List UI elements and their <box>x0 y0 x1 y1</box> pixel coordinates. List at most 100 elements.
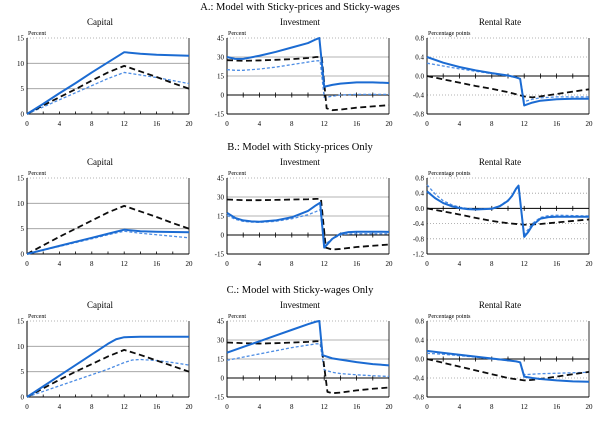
x-tick-label: 12 <box>521 403 529 411</box>
y-tick-label: 0.4 <box>415 190 424 198</box>
y-tick-label: 0.8 <box>415 175 424 183</box>
y-tick-label: 15 <box>17 35 25 43</box>
x-tick-label: 12 <box>521 120 529 128</box>
chart-a-capital: 0 5 10 15 0 4 8 12 16 20 Percent <box>17 31 194 128</box>
y-tick-label: 0.4 <box>415 54 424 62</box>
x-tick-label: 4 <box>258 260 262 268</box>
series-dashed-black <box>226 197 390 251</box>
y-tick-label: -0.4 <box>413 220 425 228</box>
panel-title: Rental Rate <box>478 157 522 167</box>
chart-b-rental-rate: -1.2 -0.8 -0.4 0.0 0.4 0.8 0 4 8 12 16 20 Percentage… <box>413 171 594 268</box>
series-dashed-black <box>26 204 190 255</box>
x-tick-label: 12 <box>121 120 129 128</box>
section-c: C.: Model with Sticky-wages Only Capital… <box>0 283 600 421</box>
x-tick-label: 20 <box>386 403 394 411</box>
y-tick-label: 30 <box>217 337 225 345</box>
y-tick-label: 0 <box>21 111 25 119</box>
series-solid-blue <box>226 320 390 367</box>
x-tick-label: 4 <box>58 260 62 268</box>
x-tick-label: 12 <box>121 403 129 411</box>
panel-title: Capital <box>87 17 113 27</box>
chart-cell: Investment -15 0 15 30 45 0 4 8 12 16 20 Percent <box>200 16 400 138</box>
y-tick-label: 0 <box>21 394 25 402</box>
x-tick-label: 16 <box>153 120 161 128</box>
y-tick-label: 15 <box>217 356 225 364</box>
x-tick-label: 0 <box>425 403 429 411</box>
chart-cell: Rental Rate -0.8 -0.4 0.0 0.4 0.8 0 4 8 12 16 20 Pe… <box>400 16 600 138</box>
x-tick-label: 12 <box>321 403 329 411</box>
y-tick-label: -15 <box>215 111 225 119</box>
x-tick-label: 0 <box>225 403 229 411</box>
y-tick-label: 15 <box>17 318 25 326</box>
panel-title: Rental Rate <box>478 300 522 310</box>
x-tick-label: 20 <box>586 260 594 268</box>
x-tick-label: 20 <box>186 120 194 128</box>
chart-c-rental-rate: -0.8 -0.4 0.0 0.4 0.8 0 4 8 12 16 20 Percentage poi… <box>413 314 594 411</box>
series-solid-blue <box>426 349 590 383</box>
y-tick-label: 0 <box>221 375 225 383</box>
chart-b-capital: 0 5 10 15 0 4 8 12 16 20 Percent <box>17 171 194 268</box>
unit-label: Percent <box>28 314 46 320</box>
y-tick-label: 0.4 <box>415 337 424 345</box>
y-tick-label: 15 <box>17 175 25 183</box>
x-tick-label: 8 <box>490 120 494 128</box>
y-tick-label: 5 <box>21 225 25 233</box>
y-tick-label: 15 <box>217 213 225 221</box>
panel-title: Capital <box>87 157 113 167</box>
series-dashed-blue <box>226 209 389 246</box>
x-tick-label: 0 <box>425 260 429 268</box>
series-dashed-black <box>226 56 390 112</box>
x-tick-label: 20 <box>386 120 394 128</box>
section-a-row: Capital 0 5 10 15 0 4 8 12 16 20 Percent Investmen… <box>0 16 600 138</box>
chart-cell: Rental Rate -0.8 -0.4 0.0 0.4 0.8 0 4 8 12 16 20 Pe… <box>400 299 600 421</box>
panel-title: Investment <box>280 17 320 27</box>
series-dashed-black <box>26 64 190 115</box>
panel-title: Investment <box>280 157 320 167</box>
y-tick-label: -0.4 <box>413 92 425 100</box>
x-tick-label: 8 <box>90 403 94 411</box>
x-tick-label: 4 <box>458 260 462 268</box>
unit-label: Percent <box>28 31 46 37</box>
y-tick-label: 45 <box>217 35 225 43</box>
y-tick-label: 5 <box>21 368 25 376</box>
y-tick-label: -0.8 <box>413 235 425 243</box>
series-solid-blue <box>426 184 589 238</box>
x-tick-label: 8 <box>490 260 494 268</box>
x-tick-label: 12 <box>521 260 529 268</box>
x-tick-label: 0 <box>25 403 29 411</box>
unit-label: Percent <box>228 171 246 177</box>
y-tick-label: 10 <box>17 343 25 351</box>
x-tick-label: 20 <box>586 403 594 411</box>
x-tick-label: 4 <box>258 120 262 128</box>
y-tick-label: 0 <box>221 232 225 240</box>
chart-cell: Capital 0 5 10 15 0 4 8 12 16 20 Percent <box>0 299 200 421</box>
y-tick-label: -15 <box>215 394 225 402</box>
series-solid-blue <box>226 37 390 88</box>
section-c-title: C.: Model with Sticky-wages Only <box>226 285 374 296</box>
x-tick-label: 20 <box>586 120 594 128</box>
x-tick-label: 4 <box>58 403 62 411</box>
y-tick-label: 0.8 <box>415 318 424 326</box>
chart-c-capital: 0 5 10 15 0 4 8 12 16 20 Percent <box>17 314 193 411</box>
section-b-title: B.: Model with Sticky-prices Only <box>227 142 373 153</box>
section-b-row: Capital 0 5 10 15 0 4 8 12 16 20 Percent Investmen… <box>0 156 600 278</box>
x-tick-label: 16 <box>153 260 161 268</box>
x-tick-label: 20 <box>186 260 194 268</box>
panel-title: Rental Rate <box>478 17 522 27</box>
section-c-row: Capital 0 5 10 15 0 4 8 12 16 20 Percent Investmen… <box>0 299 600 421</box>
unit-label: Percentage points <box>428 314 471 320</box>
x-tick-label: 8 <box>290 403 294 411</box>
y-tick-label: 10 <box>17 200 25 208</box>
panel-title: Investment <box>280 300 320 310</box>
series-solid-blue <box>226 201 390 249</box>
chart-a-rental-rate: -0.8 -0.4 0.0 0.4 0.8 0 4 8 12 16 20 Percentage poi… <box>413 31 594 128</box>
series-dashed-black <box>26 348 190 398</box>
y-tick-label: 30 <box>217 194 225 202</box>
y-tick-label: 0.0 <box>415 205 424 213</box>
series-solid-blue <box>26 335 189 398</box>
section-a: A.: Model with Sticky-prices and Sticky-… <box>0 0 600 138</box>
y-tick-label: -0.8 <box>413 394 425 402</box>
